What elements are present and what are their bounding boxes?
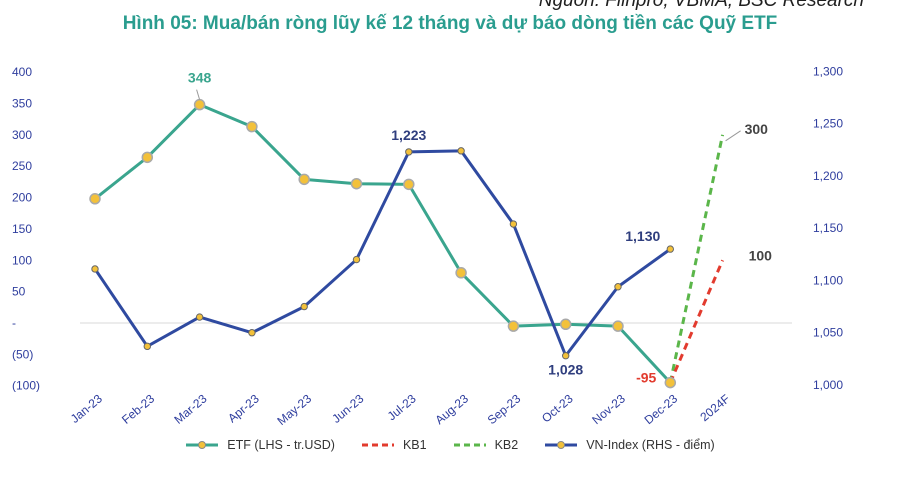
data-label: 1,223 (391, 127, 426, 143)
source-note: Nguồn: Fiinpro, VBMA, BSC Research (538, 0, 864, 11)
etf-point (350, 177, 363, 190)
x-axis-tick: 2024F (697, 392, 732, 425)
etf-point (559, 318, 572, 331)
etf-point (403, 178, 415, 191)
left-axis-tick: 300 (12, 128, 32, 142)
legend-item: KB1 (361, 438, 427, 452)
x-axis-tick: Jun-23 (329, 391, 366, 426)
legend-swatch (545, 441, 578, 449)
kb2-line (668, 134, 725, 383)
left-axis-tick: 50 (12, 285, 26, 299)
x-axis-tick: Jan-23 (68, 391, 105, 426)
legend-label: KB1 (402, 438, 427, 452)
legend-label: KB2 (494, 438, 519, 452)
right-axis-tick: 1,150 (813, 221, 843, 235)
data-label: 300 (745, 121, 769, 137)
legend-item: ETF (LHS - tr.USD) (185, 438, 335, 452)
kb1-line (668, 259, 724, 384)
x-axis-tick: Jul-23 (385, 391, 419, 423)
etf-line (94, 103, 672, 384)
x-axis-tick: Feb-23 (119, 391, 157, 426)
data-label: 100 (749, 247, 773, 263)
x-axis-tick: Oct-23 (539, 391, 576, 425)
right-axis-tick: 1,000 (813, 378, 843, 392)
vnindex-point (562, 352, 570, 360)
x-axis-tick: Apr-23 (225, 391, 262, 425)
vnindex-point (666, 245, 674, 253)
legend-label: VN-Index (RHS - điểm) (586, 438, 715, 452)
etf-point (89, 193, 101, 205)
right-axis-tick: 1,200 (813, 169, 843, 183)
etf-point (298, 173, 310, 186)
vnindex-point (352, 255, 361, 264)
left-axis-tick: 350 (12, 96, 32, 110)
right-axis-tick: 1,250 (813, 117, 843, 131)
chart-title: Hình 05: Mua/bán ròng lũy kế 12 tháng và… (122, 13, 778, 34)
left-axis-tick: 250 (12, 159, 32, 173)
left-axis-tick: 150 (12, 222, 32, 236)
legend-swatch (453, 443, 486, 447)
x-axis-tick: Mar-23 (171, 391, 209, 426)
vnindex-point (91, 265, 99, 273)
vnindex-point (509, 220, 518, 228)
data-label: 1,028 (548, 362, 583, 378)
left-axis-tick: (50) (12, 347, 33, 361)
vnindex-point (457, 147, 465, 155)
left-axis-tick: - (12, 316, 16, 330)
right-axis-tick: 1,050 (813, 326, 843, 340)
right-axis-tick: 1,100 (813, 273, 843, 287)
vnindex-point (195, 313, 204, 321)
right-axis-tick: 1,300 (813, 64, 843, 78)
data-label: 348 (188, 70, 212, 86)
chart-legend: ETF (LHS - tr.USD) KB1 KB2 VN-Index (RHS - … (0, 438, 900, 452)
left-axis-tick: (100) (12, 379, 40, 393)
vnindex-line (93, 149, 672, 358)
legend-label: ETF (LHS - tr.USD) (227, 438, 335, 452)
vnindex-point (143, 342, 152, 351)
left-axis-tick: 100 (12, 253, 32, 267)
vnindex-point (300, 302, 308, 311)
x-axis-tick: Nov-23 (589, 391, 628, 427)
left-axis-tick: 400 (12, 65, 32, 79)
x-axis-tick: Sep-23 (485, 391, 524, 427)
chart-area: 400 350 300 250 200 150 100 50 - (50) (100) 1,300 1,… (12, 64, 843, 428)
etf-point (612, 320, 624, 332)
etf-point (455, 267, 467, 279)
label-leader (725, 130, 741, 142)
data-label: 1,130 (625, 228, 660, 244)
vnindex-point (405, 148, 413, 156)
legend-item: KB2 (453, 438, 519, 452)
legend-item: VN-Index (RHS - điểm) (544, 438, 715, 452)
x-axis-tick: Dec-23 (642, 391, 681, 427)
etf-point (664, 376, 677, 389)
etf-point (507, 320, 520, 332)
label-leader (196, 89, 201, 100)
legend-swatch (361, 443, 394, 447)
vnindex-point (614, 283, 622, 291)
vnindex-point (248, 329, 256, 337)
etf-point (193, 98, 206, 111)
x-axis-tick: May-23 (274, 391, 314, 428)
etf-point (246, 120, 258, 133)
legend-swatch (186, 441, 219, 449)
data-label: -95 (636, 370, 656, 386)
x-axis-tick: Aug-23 (432, 391, 471, 427)
left-axis-tick: 200 (12, 191, 32, 205)
etf-point (141, 151, 154, 164)
